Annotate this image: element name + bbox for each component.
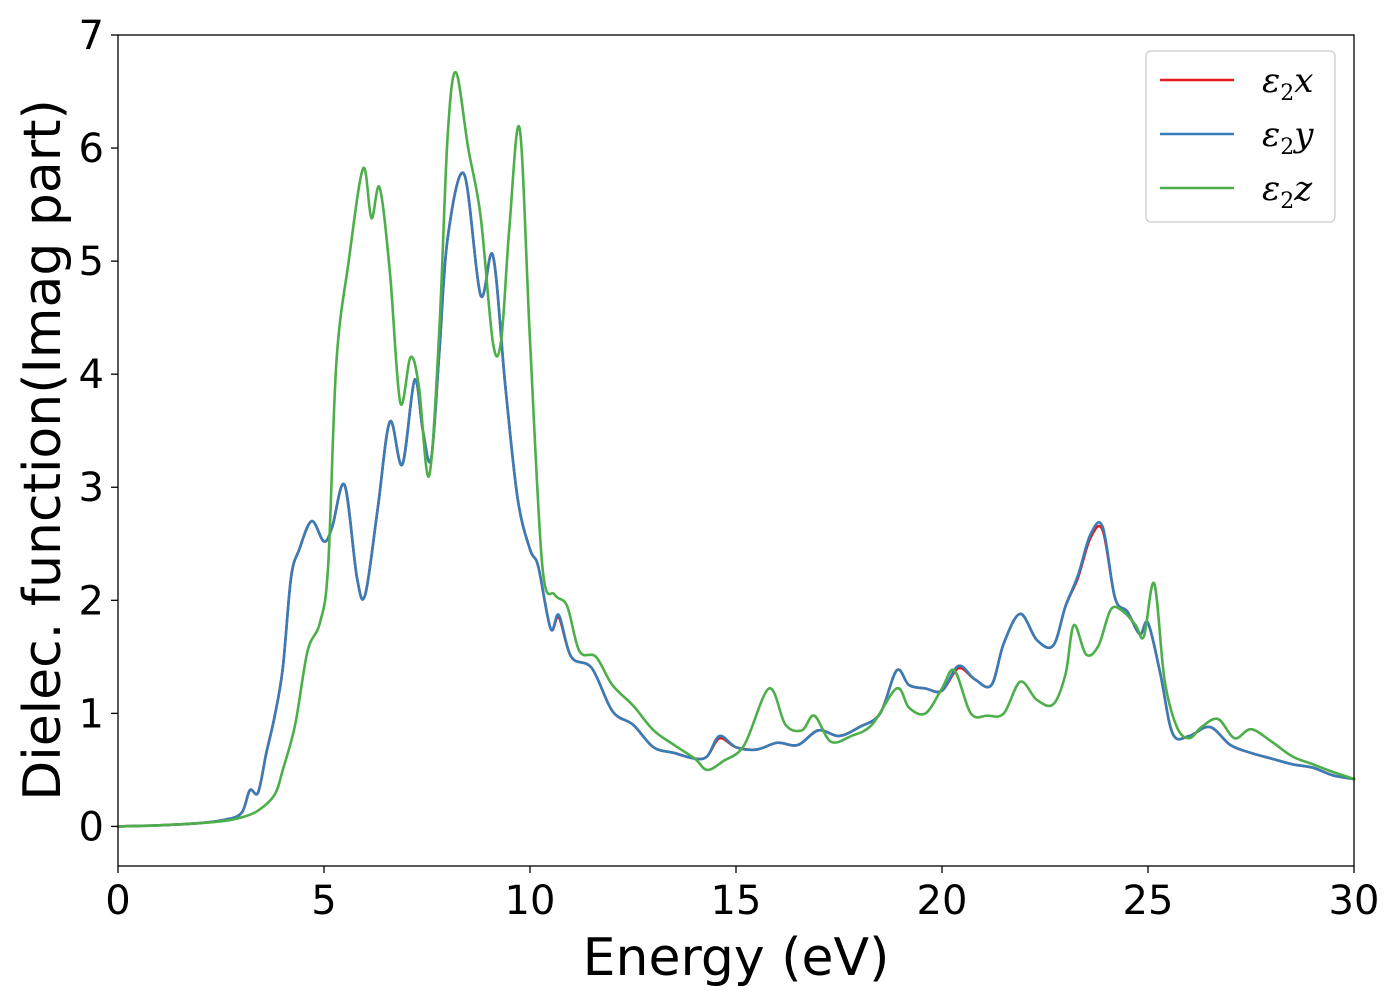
y-tick-label: 4 (79, 352, 104, 398)
x-tick-label: 20 (917, 878, 968, 924)
x-tick-label: 5 (311, 878, 336, 924)
y-tick-label: 5 (79, 239, 104, 285)
x-tick-label: 15 (711, 878, 762, 924)
x-tick-label: 10 (505, 878, 556, 924)
y-tick-label: 0 (79, 804, 104, 850)
series-layer (116, 71, 1356, 828)
legend-label-y: ε2y (1262, 115, 1314, 160)
y-tick-label: 6 (79, 126, 104, 172)
x-axis-label: Energy (eV) (583, 928, 890, 988)
y-axis-label: Dielec. function(Imag part) (13, 99, 73, 801)
x-tick-label: 30 (1329, 878, 1380, 924)
series-line-z (116, 71, 1356, 828)
y-tick-label: 3 (79, 465, 104, 511)
x-tick-label: 25 (1123, 878, 1174, 924)
legend-label-x: ε2x (1262, 61, 1313, 106)
legend-items: ε2x ε2y ε2z (1160, 61, 1314, 214)
series-line-y (116, 171, 1356, 828)
y-tick-label: 1 (79, 691, 104, 737)
y-tick-label: 2 (79, 578, 104, 624)
legend-frame (1145, 50, 1336, 223)
x-axis-ticks: 0 5 10 15 20 25 30 (105, 866, 1379, 924)
y-tick-label: 7 (79, 13, 104, 59)
y-axis-ticks: 0 1 2 3 4 5 6 7 (79, 13, 118, 850)
legend-label-z: ε2z (1262, 169, 1313, 214)
legend: ε2x ε2y ε2z (1145, 50, 1336, 223)
x-tick-label: 0 (105, 878, 130, 924)
